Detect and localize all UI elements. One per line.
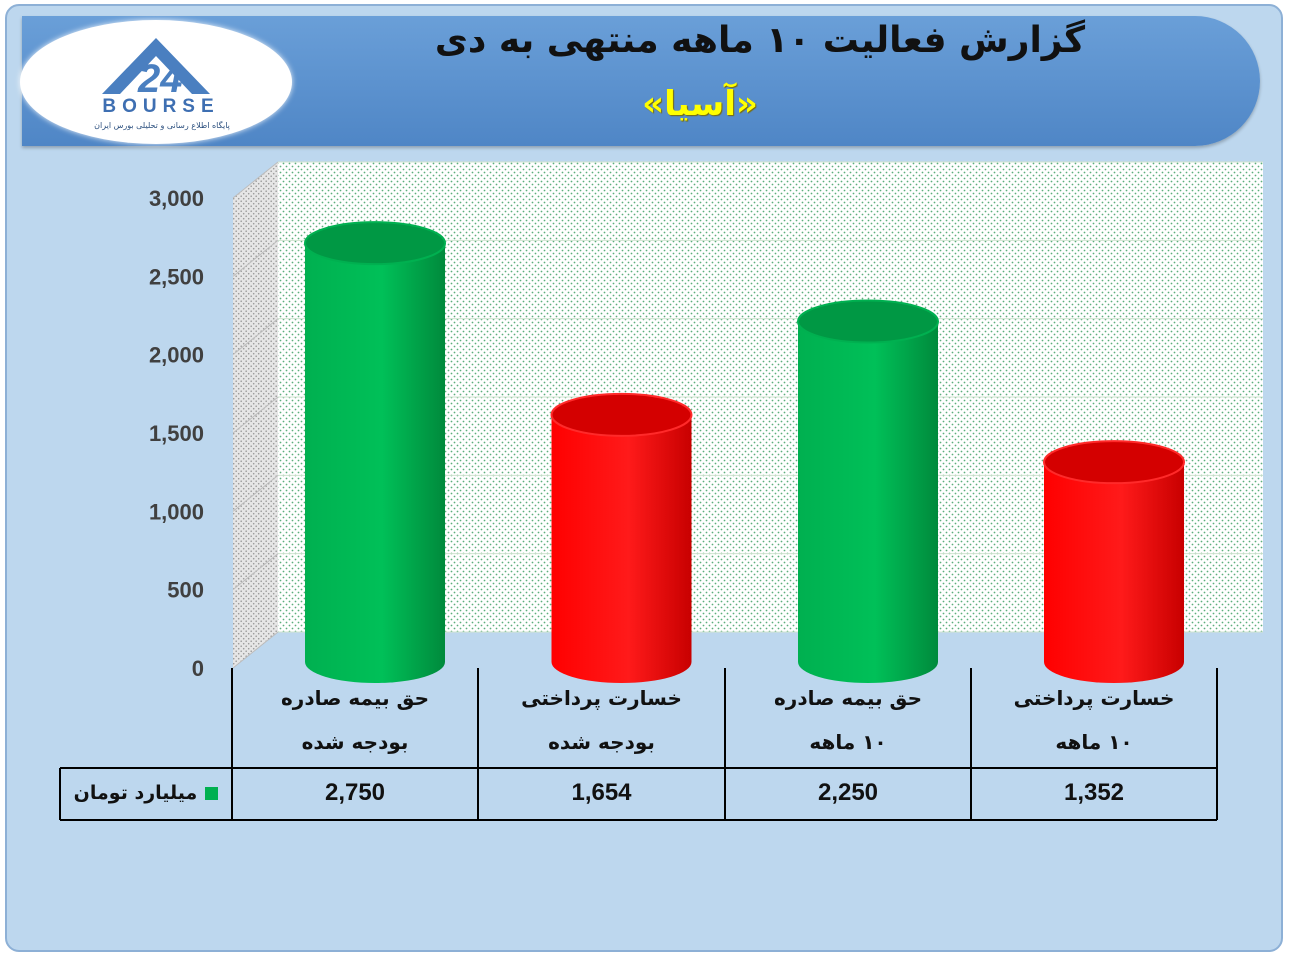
y-axis: 0 500 1,000 1,500 2,000 2,500 3,000 <box>149 186 204 681</box>
logo-subtitle: پایگاه اطلاع رسانی و تحلیلی بورس ایران <box>94 121 230 130</box>
data-table-lines <box>59 668 1218 821</box>
category-label-line1: حق بیمه صادره <box>774 686 922 710</box>
category-label-line1: حق بیمه صادره <box>281 686 429 710</box>
category-label-line2: ۱۰ ماهه <box>1055 730 1133 754</box>
category-label: خسارت پرداختی ۱۰ ماهه <box>971 676 1217 764</box>
legend-cell: میلیارد تومان <box>62 770 230 816</box>
category-label: خسارت پرداختی بودجه شده <box>478 676 725 764</box>
bar <box>797 299 939 683</box>
bars <box>304 221 1185 683</box>
y-tick-label: 2,000 <box>149 343 204 368</box>
bar-top <box>550 392 693 437</box>
logo-icon: 24 <box>102 38 210 101</box>
side-gridline <box>232 318 279 356</box>
category-label: حق بیمه صادره ۱۰ ماهه <box>725 676 971 764</box>
company-name: «آسیا» <box>642 84 758 124</box>
bar-top <box>1043 440 1185 485</box>
logo-badge: 24 <box>20 20 292 144</box>
category-label-line1: خسارت پرداختی <box>521 686 682 710</box>
chart-title: گزارش فعالیت ۱۰ ماهه منتهی به دی <box>434 20 1086 61</box>
bar-top <box>797 299 939 344</box>
logo-text: BOURSE <box>102 96 220 117</box>
bar-body <box>551 414 692 662</box>
data-value-label: 2,750 <box>324 779 386 806</box>
category-label-line2: بودجه شده <box>301 730 409 754</box>
bar-body <box>798 321 938 662</box>
y-tick-label: 1,000 <box>149 499 204 524</box>
side-gridline <box>232 631 279 669</box>
bar <box>304 221 446 683</box>
legend-swatch <box>205 786 219 800</box>
side-gridline <box>232 161 279 199</box>
y-tick-label: 0 <box>192 656 204 681</box>
side-gridline <box>232 553 279 591</box>
y-tick-label: 3,000 <box>149 186 204 211</box>
category-label: حق بیمه صادره بودجه شده <box>232 676 478 764</box>
legend-label: میلیارد تومان <box>73 782 198 804</box>
data-value-label: 2,250 <box>817 779 879 806</box>
data-value-label: 1,654 <box>571 779 632 806</box>
bar-body <box>305 243 445 662</box>
y-tick-label: 1,500 <box>149 421 204 446</box>
bar <box>1043 440 1185 683</box>
bar-top <box>304 221 446 266</box>
category-label-line1: خسارت پرداختی <box>1013 686 1175 710</box>
bar <box>550 392 693 683</box>
category-label-line2: ۱۰ ماهه <box>809 730 887 754</box>
side-gridline <box>232 239 279 277</box>
bar-body <box>1044 462 1184 662</box>
side-gridline <box>232 474 279 512</box>
y-tick-label: 500 <box>167 578 204 603</box>
side-gridline <box>232 396 279 434</box>
svg-text:24: 24 <box>137 57 183 101</box>
category-label-line2: بودجه شده <box>548 730 655 754</box>
y-tick-label: 2,500 <box>149 264 204 289</box>
data-value-label: 1,352 <box>1063 779 1125 806</box>
